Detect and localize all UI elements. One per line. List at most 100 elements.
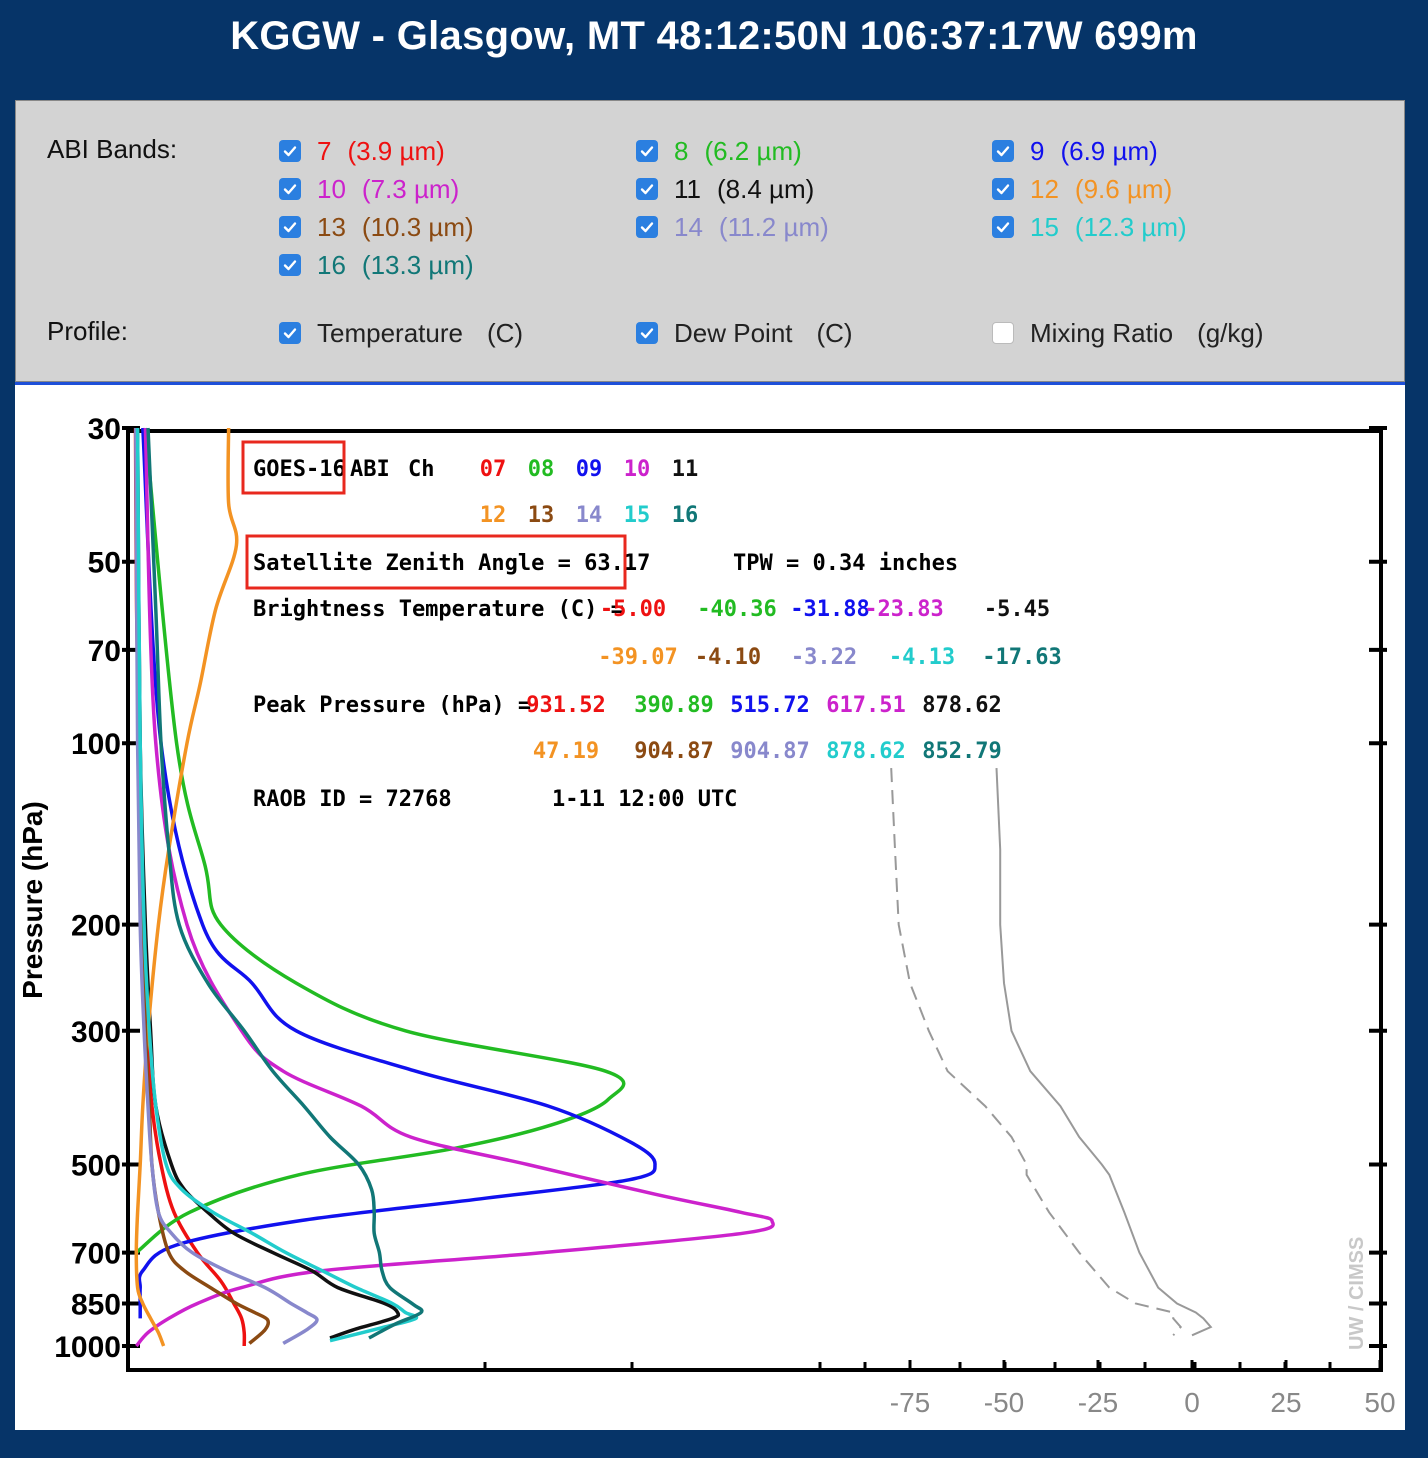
band-option-11[interactable]: 11 (8.4 µm) — [636, 173, 814, 205]
y-tick-label: 30 — [88, 413, 121, 446]
channel-label-09: 09 — [576, 457, 603, 482]
band-option-7[interactable]: 7 (3.9 µm) — [279, 135, 445, 167]
band-16-checkbox[interactable] — [279, 254, 301, 276]
band-number: 15 — [1030, 211, 1059, 242]
band-number: 12 — [1030, 173, 1059, 204]
band-option-13[interactable]: 13 (10.3 µm) — [279, 211, 474, 243]
profile-unit: (g/kg) — [1197, 317, 1264, 348]
plot-frame — [126, 429, 1383, 1372]
zenith-highlight-box — [245, 534, 627, 590]
band-option-16[interactable]: 16 (13.3 µm) — [279, 249, 474, 281]
channel-label-11: 11 — [672, 457, 699, 482]
band-14-checkbox[interactable] — [636, 216, 658, 238]
channel-label: Ch — [408, 457, 435, 482]
band-wavelength: (10.3 µm) — [361, 211, 474, 242]
band-option-14[interactable]: 14 (11.2 µm) — [636, 211, 829, 243]
band-option-10[interactable]: 10 (7.3 µm) — [279, 173, 459, 205]
peak-pressure-value: 852.79 — [922, 739, 1001, 764]
weighting-function-16 — [146, 427, 424, 1340]
x-tick-label: -25 — [1078, 1387, 1118, 1418]
abi-bands-label: ABI Bands: — [47, 134, 178, 164]
brightness-temp-label: Brightness Temperature (C) = — [253, 597, 624, 622]
satellite-name: GOES-16 — [253, 457, 346, 482]
channel-label-15: 15 — [624, 503, 651, 528]
profile-checkbox[interactable] — [636, 322, 658, 344]
profile-label: Profile: — [47, 316, 128, 346]
band-wavelength: (12.3 µm) — [1074, 211, 1187, 242]
y-tick-label: 200 — [71, 910, 121, 943]
profile-name: Mixing Ratio — [1030, 317, 1174, 348]
x-tick-label: 25 — [1270, 1387, 1301, 1418]
band-7-checkbox[interactable] — [279, 140, 301, 162]
band-12-checkbox[interactable] — [992, 178, 1014, 200]
temperature-profile-line — [995, 768, 1213, 1337]
channel-label-10: 10 — [624, 457, 651, 482]
band-option-12[interactable]: 12 (9.6 µm) — [992, 173, 1172, 205]
brightness-temp-value: -39.07 — [598, 645, 677, 670]
peak-pressure-value: 878.62 — [922, 693, 1001, 718]
weighting-function-08 — [135, 427, 626, 1254]
band-option-8[interactable]: 8 (6.2 µm) — [636, 135, 802, 167]
y-tick-label: 700 — [71, 1238, 121, 1271]
band-number: 9 — [1030, 135, 1045, 166]
weighting-function-10 — [134, 427, 775, 1348]
plot-area: 30 50 70 100 200 300 500 700 850 1000 Pressure (hP… — [15, 382, 1405, 1430]
instrument-label: ABI — [350, 457, 390, 482]
profile-checkbox[interactable] — [279, 322, 301, 344]
band-13-checkbox[interactable] — [279, 216, 301, 238]
channel-label-16: 16 — [672, 503, 699, 528]
peak-pressure-value: 931.52 — [526, 693, 605, 718]
band-number: 10 — [317, 173, 346, 204]
y-tick-label: 1000 — [54, 1331, 121, 1364]
peak-pressure-value: 878.62 — [826, 739, 905, 764]
peak-pressure-value: 390.89 — [634, 693, 713, 718]
tpw-label: TPW = 0.34 inches — [733, 551, 958, 576]
peak-pressure-value: 515.72 — [730, 693, 809, 718]
dewpoint-profile-line — [890, 768, 1183, 1336]
channel-label-13: 13 — [528, 503, 555, 528]
band-wavelength: (8.4 µm) — [717, 173, 815, 204]
band-15-checkbox[interactable] — [992, 216, 1014, 238]
satellite-highlight-box — [241, 440, 346, 495]
observation-time: 1-11 12:00 UTC — [552, 787, 737, 812]
band-11-checkbox[interactable] — [636, 178, 658, 200]
band-8-checkbox[interactable] — [636, 140, 658, 162]
x-tick-label: 50 — [1364, 1387, 1395, 1418]
y-tick-label: 500 — [71, 1150, 121, 1183]
y-tick-label: 50 — [88, 547, 121, 580]
profile-option-temperature[interactable]: Temperature (C) — [279, 317, 523, 349]
brightness-temp-value: -40.36 — [697, 597, 776, 622]
brightness-temp-value: -5.00 — [600, 597, 666, 622]
profile-option-dew-point[interactable]: Dew Point (C) — [636, 317, 853, 349]
profile-option-mixing-ratio[interactable]: Mixing Ratio (g/kg) — [992, 317, 1264, 349]
page-title: KGGW - Glasgow, MT 48:12:50N 106:37:17W … — [230, 14, 1198, 58]
band-10-checkbox[interactable] — [279, 178, 301, 200]
band-9-checkbox[interactable] — [992, 140, 1014, 162]
peak-pressure-value: 617.51 — [826, 693, 905, 718]
profile-name: Dew Point — [674, 317, 793, 348]
band-option-15[interactable]: 15 (12.3 µm) — [992, 211, 1187, 243]
x-tick-label: -75 — [890, 1387, 930, 1418]
profile-checkbox[interactable] — [992, 322, 1014, 344]
band-number: 16 — [317, 249, 346, 280]
x-tick-label: -50 — [984, 1387, 1024, 1418]
brightness-temp-value: -5.45 — [984, 597, 1050, 622]
zenith-angle: Satellite Zenith Angle = 63.17 — [253, 551, 650, 576]
brightness-temp-value: -23.83 — [864, 597, 943, 622]
peak-pressure-label: Peak Pressure (hPa) = — [253, 693, 531, 718]
band-wavelength: (3.9 µm) — [347, 135, 445, 166]
profile-unit: (C) — [486, 317, 524, 348]
band-option-9[interactable]: 9 (6.9 µm) — [992, 135, 1158, 167]
channel-label-14: 14 — [576, 503, 603, 528]
weighting-function-09 — [137, 427, 657, 1319]
band-wavelength: (6.2 µm) — [704, 135, 802, 166]
brightness-temp-value: -17.63 — [982, 645, 1061, 670]
channel-label-08: 08 — [528, 457, 555, 482]
band-wavelength: (7.3 µm) — [361, 173, 460, 204]
weighting-function-15 — [135, 427, 419, 1343]
watermark: UW / CIMSS — [1346, 1237, 1368, 1350]
weighting-function-12 — [134, 427, 239, 1347]
y-axis-label: Pressure (hPa) — [17, 801, 48, 999]
peak-pressure-value: 47.19 — [533, 739, 599, 764]
